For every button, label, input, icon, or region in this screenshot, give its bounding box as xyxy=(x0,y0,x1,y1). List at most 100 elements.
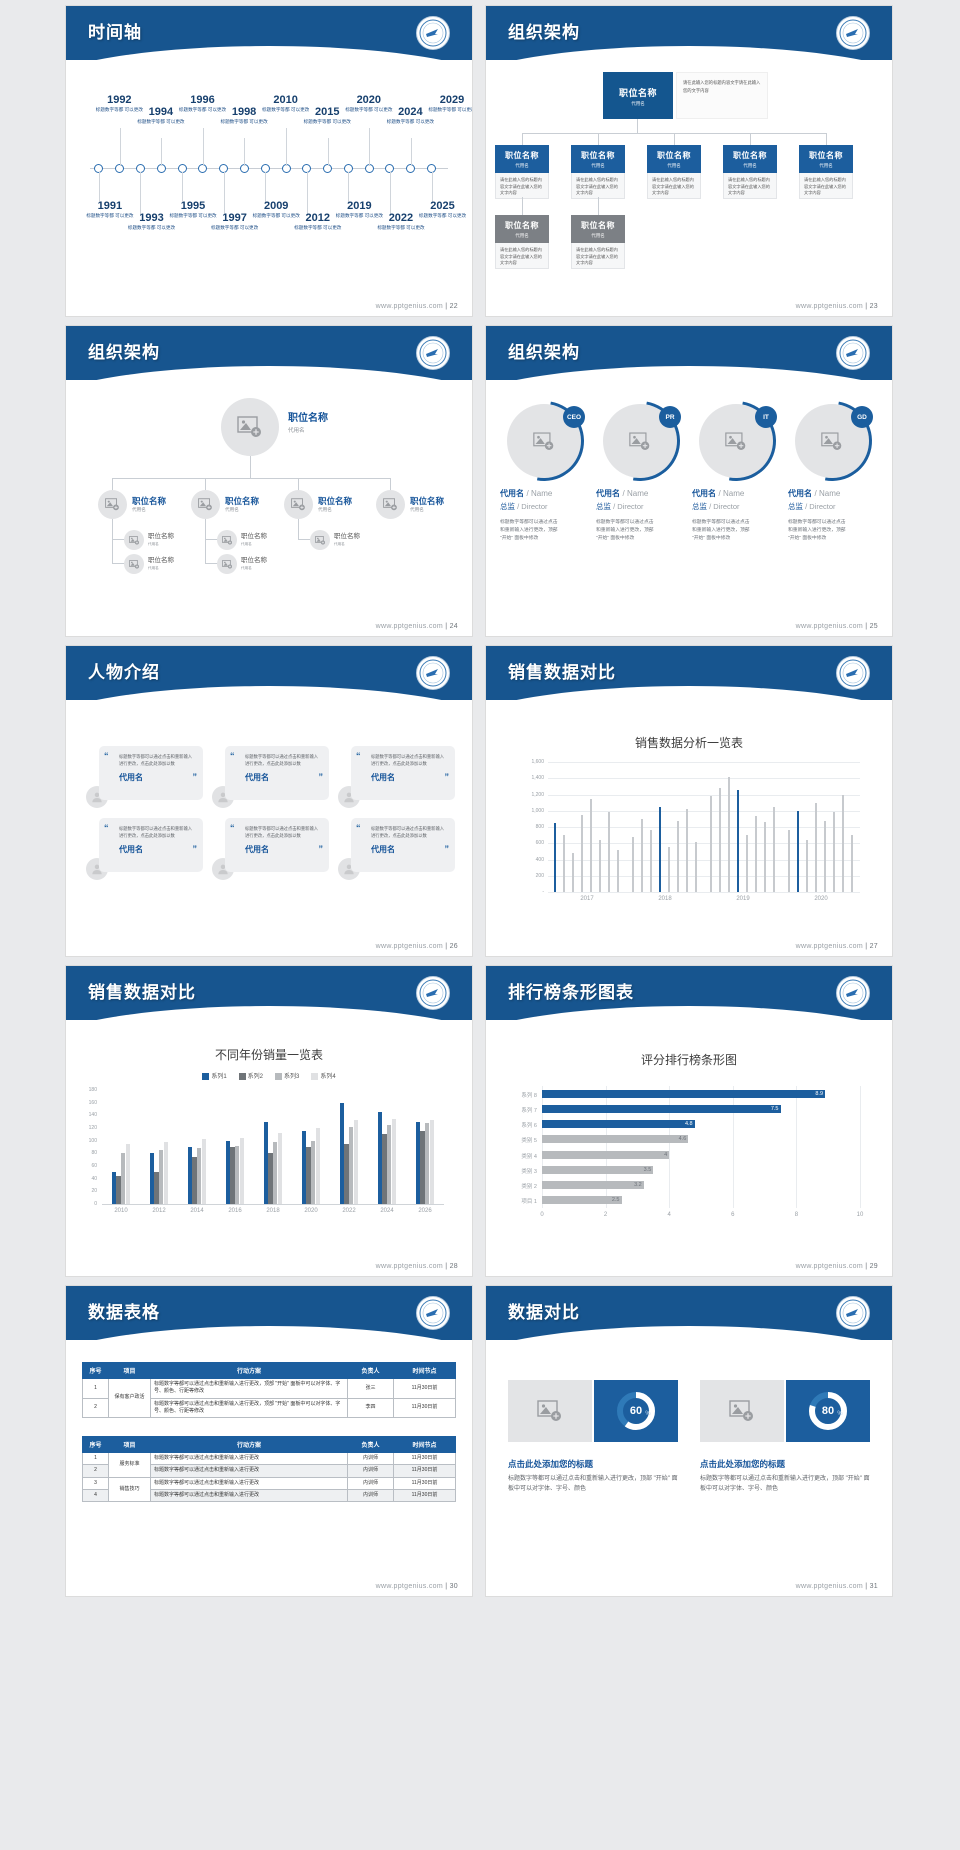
slide-thumbnail-22[interactable]: 时间轴 xyxy=(66,6,472,316)
slide-thumbnail-24[interactable]: 组织架构 职位名称 代用名 职位名称 代用名 职位名称 xyxy=(66,326,472,636)
photo-placeholder-icon[interactable] xyxy=(217,554,237,574)
avatar[interactable]: PR xyxy=(584,385,696,497)
testimonial-card[interactable]: “ ” 标题数字等都可以通过点击和重新输入进行更改，点击此处添加以数 代用名 xyxy=(351,818,455,872)
slide-thumbnail-26[interactable]: 人物介绍 “ ” 标题数字等都可以通过点击和重新输入进行更改，点击此处添加以数 … xyxy=(66,646,472,956)
org-node-l2[interactable]: 职位名称 代用名 xyxy=(410,496,444,513)
page-number: 24 xyxy=(449,623,458,630)
timeline-entry[interactable]: 2024 标题数字等都 可以更改 xyxy=(382,106,438,126)
photo-placeholder-icon[interactable] xyxy=(191,490,220,519)
photo-placeholder-icon[interactable] xyxy=(284,490,313,519)
timeline-stem xyxy=(410,138,412,166)
timeline-entry[interactable]: 2012 标题数字等都 可以更改 xyxy=(290,212,346,232)
testimonial-card[interactable]: “ ” 标题数字等都可以通过点击和重新输入进行更改，点击此处添加以数 代用名 xyxy=(99,746,203,800)
photo-placeholder-icon[interactable] xyxy=(508,1380,592,1442)
slide-thumbnail-29[interactable]: 排行榜条形图表 评分排行榜条形图 0 2 4 6 8 10 系列 8 8.9 系列 7 7.5 系列… xyxy=(486,966,892,1276)
slide-thumbnail-25[interactable]: 组织架构 CEO 代用名 / Name 总监 / Director 标题数字等都… xyxy=(486,326,892,636)
timeline-entry[interactable]: 1995 标题数字等都 可以更改 xyxy=(165,200,221,220)
avatar[interactable]: GD xyxy=(776,385,888,497)
org-root-node[interactable]: 职位名称 代用名 xyxy=(603,72,673,119)
table-cell-no: 2 xyxy=(82,1464,109,1478)
person-role: 总监 / Director xyxy=(788,502,836,511)
org-node-title: 职位名称 xyxy=(288,413,328,424)
slide-thumbnail-30[interactable]: 数据表格 序号 项目 行动方案 负责人 时间节点 1 保有客户政活 标题数字等都… xyxy=(66,1286,472,1596)
org-node-l2[interactable]: 职位名称 代用名 请在此输入您的标题内容文字请在此输入您的文字内容 xyxy=(723,145,777,199)
table-row[interactable]: 4 标题数字等都可以通过点击和重新输入进行更改 内训师 11月30日前 xyxy=(82,1488,456,1503)
photo-placeholder-icon[interactable] xyxy=(124,554,144,574)
bar xyxy=(590,798,592,892)
timeline-entry[interactable]: 2025 标题数字等都 可以更改 xyxy=(415,200,471,220)
org-node-subtitle: 代用名 xyxy=(318,507,332,513)
org-node-l2[interactable]: 职位名称 代用名 请在此输入您的标题内容文字请在此输入您的文字内容 xyxy=(495,145,549,199)
timeline-entry[interactable]: 2020 标题数字等都 可以更改 xyxy=(341,94,397,114)
testimonial-card[interactable]: “ ” 标题数字等都可以通过点击和重新输入进行更改，点击此处添加以数 代用名 xyxy=(225,746,329,800)
table-cell-owner: 张三 xyxy=(347,1378,394,1399)
org-node-l2[interactable]: 职位名称 代用名 请在此输入您的标题内容文字请在此输入您的文字内容 xyxy=(799,145,853,199)
org-connector xyxy=(205,519,206,539)
org-node-l3[interactable]: 职位名称 代用名 请在此输入您的标题内容文字请在此输入您的文字内容 xyxy=(571,215,625,269)
timeline-entry[interactable]: 1994 标题数字等都 可以更改 xyxy=(133,106,189,126)
org-node-l3[interactable]: 职位名称 代用名 请在此输入您的标题内容文字请在此输入您的文字内容 xyxy=(495,215,549,269)
org-node-l3[interactable]: 职位名称 代用名 xyxy=(148,533,174,547)
avatar[interactable]: IT xyxy=(680,385,792,497)
person-role: 总监 / Director xyxy=(596,502,644,511)
photo-placeholder-icon xyxy=(629,432,650,450)
timeline-stem xyxy=(119,128,121,166)
org-node-l3[interactable]: 职位名称 代用名 xyxy=(334,533,360,547)
timeline-stem xyxy=(244,138,246,166)
org-node-l4[interactable]: 职位名称 代用名 xyxy=(241,557,267,571)
org-node-l2[interactable]: 职位名称 代用名 xyxy=(225,496,259,513)
timeline-entry[interactable]: 2022 标题数字等都 可以更改 xyxy=(373,212,429,232)
photo-placeholder-icon[interactable] xyxy=(700,1380,784,1442)
person-card[interactable]: GD 代用名 / Name 总监 / Director 标题数字等都可以通过点击… xyxy=(776,385,888,543)
photo-placeholder-icon[interactable] xyxy=(310,530,330,550)
org-node-l4[interactable]: 职位名称 代用名 xyxy=(148,557,174,571)
slide-thumbnail-27[interactable]: 销售数据对比 销售数据分析一览表 - 200 400 600 800 1,000 1,200… xyxy=(486,646,892,956)
timeline-entry[interactable]: 2010 标题数字等都 可以更改 xyxy=(258,94,314,114)
data-table-1[interactable]: 序号 项目 行动方案 负责人 时间节点 1 保有客户政活 标题数字等都可以通过点… xyxy=(82,1362,456,1418)
table-header-row: 序号 项目 行动方案 负责人 时间节点 xyxy=(82,1436,456,1453)
timeline-entry[interactable]: 2009 标题数字等都 可以更改 xyxy=(248,200,304,220)
timeline-entry[interactable]: 2029 标题数字等都 可以更改 xyxy=(424,94,472,114)
timeline-entry[interactable]: 1997 标题数字等都 可以更改 xyxy=(207,212,263,232)
table-row[interactable]: 1 服务标准 标题数字等都可以通过点击和重新输入进行更改 内训师 11月30日前 xyxy=(82,1451,456,1478)
slide-thumbnail-23[interactable]: 组织架构 职位名称 代用名 请在此输入您的标题内容文字请在此输入您的文字内容 职… xyxy=(486,6,892,316)
person-card[interactable]: PR 代用名 / Name 总监 / Director 标题数字等都可以通过点击… xyxy=(584,385,696,543)
photo-placeholder-icon[interactable] xyxy=(217,530,237,550)
slide-thumbnail-28[interactable]: 销售数据对比 不同年份销量一览表 系列1 系列2 系列3 系列4 0 20 40 60 80 1… xyxy=(66,966,472,1276)
table-row[interactable]: 2 标题数字等都可以通过点击和重新输入进行更改 内训师 11月30日前 xyxy=(82,1464,456,1478)
table-row[interactable]: 3 销售技巧 标题数字等都可以通过点击和重新输入进行更改 内训师 11月30日前 xyxy=(82,1476,456,1502)
slide-title: 组织架构 xyxy=(508,343,580,362)
photo-placeholder-icon[interactable] xyxy=(221,398,279,456)
person-card[interactable]: CEO 代用名 / Name 总监 / Director 标题数字等都可以通过点… xyxy=(488,385,600,543)
org-node-l2[interactable]: 职位名称 代用名 请在此输入您的标题内容文字请在此输入您的文字内容 xyxy=(647,145,701,199)
table-row[interactable]: 1 保有客户政活 标题数字等都可以通过点击和重新输入进行更改，顶部 "开始" 面… xyxy=(82,1378,456,1418)
timeline-entry[interactable]: 1998 标题数字等都 可以更改 xyxy=(216,106,272,126)
person-card[interactable]: IT 代用名 / Name 总监 / Director 标题数字等都可以通过点击… xyxy=(680,385,792,543)
org-node-l2[interactable]: 职位名称 代用名 请在此输入您的标题内容文字请在此输入您的文字内容 xyxy=(571,145,625,199)
org-node-l3[interactable]: 职位名称 代用名 xyxy=(241,533,267,547)
testimonial-card[interactable]: “ ” 标题数字等都可以通过点击和重新输入进行更改，点击此处添加以数 代用名 xyxy=(99,818,203,872)
photo-placeholder-icon[interactable] xyxy=(124,530,144,550)
org-node-l2[interactable]: 职位名称 代用名 xyxy=(318,496,352,513)
org-node-l2[interactable]: 职位名称 代用名 xyxy=(132,496,166,513)
avatar[interactable]: CEO xyxy=(488,385,600,497)
org-node-body: 请在此输入您的标题内容文字请在此输入您的文字内容 xyxy=(571,243,625,269)
timeline-entry[interactable]: 2019 标题数字等都 可以更改 xyxy=(331,200,387,220)
timeline-entry[interactable]: 1993 标题数字等都 可以更改 xyxy=(123,212,179,232)
data-table-2[interactable]: 序号 项目 行动方案 负责人 时间节点 1 服务标准 标题数字等都可以通过点击和… xyxy=(82,1436,456,1503)
timeline-year: 1997 xyxy=(222,212,247,224)
table-header-cell: 行动方案 xyxy=(150,1436,348,1453)
testimonial-card[interactable]: “ ” 标题数字等都可以通过点击和重新输入进行更改，点击此处添加以数 代用名 xyxy=(225,818,329,872)
testimonial-text: 标题数字等都可以通过点击和重新输入进行更改，点击此处添加以数 xyxy=(245,754,319,767)
timeline-entry[interactable]: 1996 标题数字等都 可以更改 xyxy=(175,94,231,114)
timeline-entry[interactable]: 1992 标题数字等都 可以更改 xyxy=(91,94,147,114)
photo-placeholder-icon[interactable] xyxy=(376,490,405,519)
table-row[interactable]: 2 标题数字等都可以通过点击和重新输入进行更改，顶部 "开始" 面板中可以对字体… xyxy=(82,1397,456,1418)
testimonial-card[interactable]: “ ” 标题数字等都可以通过点击和重新输入进行更改，点击此处添加以数 代用名 xyxy=(351,746,455,800)
photo-placeholder-icon[interactable] xyxy=(98,490,127,519)
logo-seal-icon xyxy=(416,336,450,370)
slide-thumbnail-31[interactable]: 数据对比 60 % 点击此处添加您的标题 标题数字等都可以通过点击和重新输入进行… xyxy=(486,1286,892,1596)
timeline-entry[interactable]: 1991 标题数字等都 可以更改 xyxy=(82,200,138,220)
timeline-entry[interactable]: 2015 标题数字等都 可以更改 xyxy=(299,106,355,126)
org-node-subtitle: 代用名 xyxy=(515,163,529,168)
